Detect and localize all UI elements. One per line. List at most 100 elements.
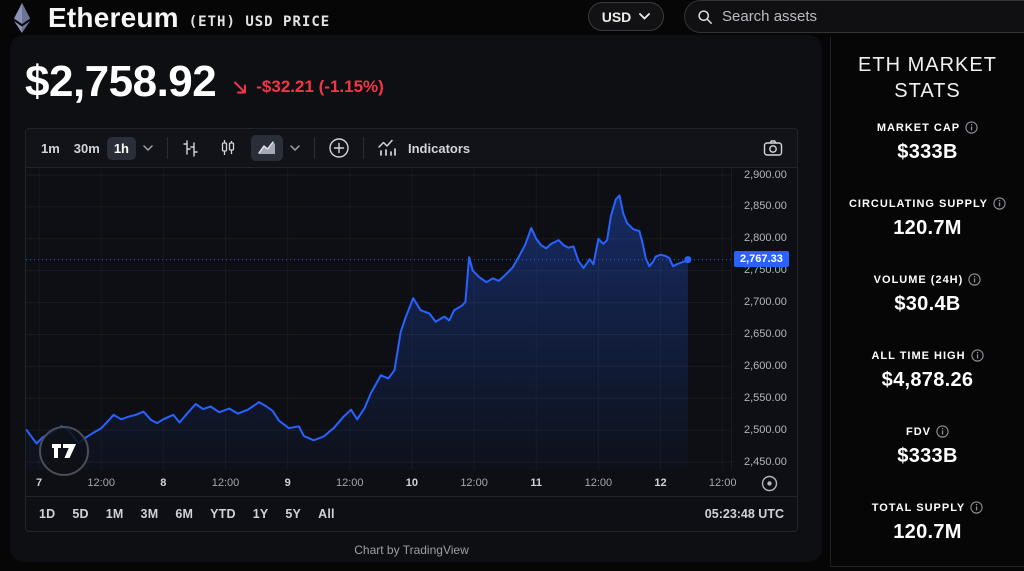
top-header: Ethereum (ETH) USD PRICE USD <box>0 0 1024 36</box>
currency-selected-value: USD <box>601 8 632 25</box>
price-axis-label: 2,800.00 <box>744 232 787 245</box>
current-price-tag: 2,767.33 <box>734 250 789 267</box>
range-button-1d[interactable]: 1D <box>39 507 56 521</box>
price-axis-label: 2,450.00 <box>744 455 787 468</box>
area-chart-style-icon[interactable] <box>251 135 283 161</box>
scroll-to-recent-icon[interactable] <box>761 475 778 492</box>
range-selector-bar: 1D 5D 1M 3M 6M YTD 1Y 5Y All 05:23:48 UTC <box>26 497 797 531</box>
time-axis-label: 11 <box>530 477 543 489</box>
stat-block: TOTAL SUPPLY 120.7M <box>872 501 984 544</box>
price-area-chart <box>26 168 731 470</box>
stat-value: $4,878.26 <box>881 369 974 391</box>
indicators-icon[interactable] <box>371 135 403 161</box>
range-button-all[interactable]: All <box>318 507 335 521</box>
info-icon[interactable] <box>965 121 978 134</box>
price-axis-label: 2,900.00 <box>744 168 787 181</box>
search-box[interactable] <box>684 0 1024 33</box>
current-price: $2,758.92 <box>25 57 217 106</box>
stat-value: $333B <box>897 141 958 163</box>
stats-list: MARKET CAP $333B CIRCULATING SUPPLY 120.7M V… <box>849 121 1006 544</box>
range-buttons: 1D 5D 1M 3M 6M YTD 1Y 5Y All <box>39 507 335 521</box>
range-button-5y[interactable]: 5Y <box>285 507 302 521</box>
stat-label: ALL TIME HIGH <box>871 349 984 362</box>
page-title: Ethereum <box>48 2 179 33</box>
range-button-6m[interactable]: 6M <box>175 507 194 521</box>
price-axis-label: 2,550.00 <box>744 391 787 404</box>
info-icon[interactable] <box>970 501 983 514</box>
bars-chart-style-icon[interactable] <box>175 135 205 161</box>
info-icon[interactable] <box>968 273 981 286</box>
stat-value: 120.7M <box>893 217 962 239</box>
time-axis-label: 9 <box>284 477 291 489</box>
stat-label: VOLUME (24H) <box>874 273 982 286</box>
tradingview-chart: 1m 30m 1h <box>25 128 798 532</box>
toolbar-separator <box>167 137 168 159</box>
range-button-3m[interactable]: 3M <box>140 507 159 521</box>
price-axis-label: 2,700.00 <box>744 296 787 309</box>
arrow-down-right-icon <box>232 79 249 96</box>
stat-value: $30.4B <box>894 293 961 315</box>
chevron-down-icon <box>639 13 651 20</box>
indicators-button[interactable]: Indicators <box>408 140 471 156</box>
info-icon[interactable] <box>936 425 949 438</box>
range-button-1m[interactable]: 1M <box>105 507 124 521</box>
time-axis-label: 12:00 <box>584 477 613 489</box>
chart-toolbar: 1m 30m 1h <box>26 129 797 168</box>
time-axis-label: 12:00 <box>336 477 364 489</box>
chart-style-chevron-icon[interactable] <box>283 141 307 155</box>
interval-menu-chevron-icon[interactable] <box>136 141 160 155</box>
stat-value: 120.7M <box>893 521 962 543</box>
price-axis-label: 2,600.00 <box>744 359 787 372</box>
chart-attribution[interactable]: Chart by TradingView <box>354 543 469 557</box>
utc-clock: 05:23:48 UTC <box>704 507 784 521</box>
price-axis-label: 2,750.00 <box>744 264 787 277</box>
stat-label: MARKET CAP <box>877 121 978 134</box>
time-axis-label: 12:00 <box>87 477 115 489</box>
time-axis-label: 7 <box>35 477 43 489</box>
price-change: -$32.21 (-1.15%) <box>232 67 384 97</box>
price-header: $2,758.92 -$32.21 (-1.15%) <box>25 57 384 107</box>
stat-value: $333B <box>897 445 958 467</box>
range-button-1y[interactable]: 1Y <box>252 507 269 521</box>
interval-buttons: 1m 30m 1h <box>34 136 136 160</box>
ticker-subtitle: (ETH) USD PRICE <box>188 14 331 30</box>
price-axis-label: 2,500.00 <box>744 423 787 436</box>
currency-selector[interactable]: USD <box>588 2 664 31</box>
stat-label: FDV <box>906 425 949 438</box>
time-axis-label: 10 <box>405 477 419 489</box>
price-axis-label: 2,850.00 <box>744 200 787 213</box>
chart-plot-area[interactable]: 2,900.00 2,850.00 2,800.00 2,750.00 2,700.00… <box>26 168 797 476</box>
price-change-text: -$32.21 (-1.15%) <box>256 77 384 96</box>
time-axis[interactable]: 7 12:00 8 12:00 9 12:00 10 12:00 11 12:00 12 12:00 <box>26 470 797 497</box>
stat-block: VOLUME (24H) $30.4B <box>874 273 982 316</box>
camera-snapshot-icon[interactable] <box>757 135 789 161</box>
interval-button-30m[interactable]: 30m <box>73 140 100 156</box>
price-axis[interactable]: 2,900.00 2,850.00 2,800.00 2,750.00 2,700.00… <box>731 168 797 470</box>
time-axis-label: 12 <box>654 477 667 489</box>
time-axis-label: 8 <box>160 477 167 489</box>
price-axis-label: 2,650.00 <box>744 327 787 340</box>
range-button-ytd[interactable]: YTD <box>210 507 236 521</box>
range-button-5d[interactable]: 5D <box>72 507 89 521</box>
market-stats-sidebar: ETH MARKET STATS MARKET CAP $333B CIRCULAT… <box>830 36 1024 567</box>
info-icon[interactable] <box>970 349 984 362</box>
search-icon <box>697 9 713 25</box>
stat-block: MARKET CAP $333B <box>877 121 978 164</box>
time-axis-label: 12:00 <box>460 477 488 489</box>
ethereum-logo-icon <box>12 2 34 34</box>
interval-button-1h[interactable]: 1h <box>106 136 136 160</box>
time-axis-label: 12:00 <box>211 477 240 489</box>
toolbar-separator <box>314 137 315 159</box>
stat-block: ALL TIME HIGH $4,878.26 <box>871 349 984 392</box>
tradingview-logo[interactable] <box>39 426 89 476</box>
interval-button-1m[interactable]: 1m <box>41 140 60 156</box>
info-icon[interactable] <box>993 197 1006 210</box>
time-axis-label: 12:00 <box>708 477 737 489</box>
search-input[interactable] <box>722 8 962 25</box>
stat-label: CIRCULATING SUPPLY <box>849 197 1006 210</box>
sidebar-heading: ETH MARKET STATS <box>858 54 997 102</box>
candles-chart-style-icon[interactable] <box>213 135 243 161</box>
compare-add-icon[interactable] <box>322 133 356 163</box>
main-content-card: $2,758.92 -$32.21 (-1.15%) 1m 30m 1h <box>10 35 822 562</box>
